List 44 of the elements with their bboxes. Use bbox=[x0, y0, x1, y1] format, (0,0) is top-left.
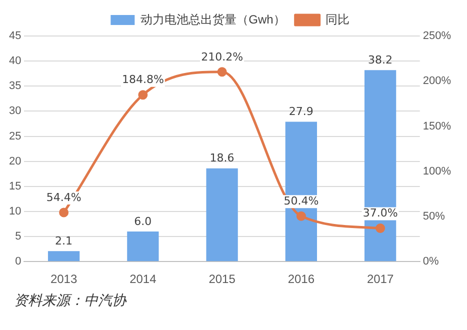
y2-tick-label: 200% bbox=[422, 75, 452, 88]
data-label: 210.2% bbox=[201, 50, 244, 64]
y-tick-label: 5 bbox=[15, 230, 22, 243]
data-label: 38.2 bbox=[368, 53, 393, 66]
legend-label: 动力电池总出货量（Gwh） bbox=[140, 12, 286, 26]
bar bbox=[206, 168, 238, 262]
bar bbox=[48, 251, 80, 262]
bar bbox=[285, 122, 317, 262]
data-label: 18.6 bbox=[210, 152, 234, 165]
x-tick-label: 2016 bbox=[288, 272, 315, 286]
data-label: 6.0 bbox=[134, 214, 152, 228]
point bbox=[59, 208, 69, 218]
y2-tick-label: 100% bbox=[422, 165, 452, 178]
bar bbox=[364, 70, 396, 262]
point bbox=[138, 90, 148, 100]
text: 资料来源：中汽协 bbox=[13, 292, 128, 310]
x-tick-label: 2013 bbox=[50, 272, 78, 286]
data-label: 54.4% bbox=[46, 190, 82, 204]
data-label: 184.8% bbox=[122, 73, 164, 86]
y-tick-label: 45 bbox=[8, 30, 22, 42]
data-label: 27.9 bbox=[288, 105, 314, 118]
x-tick-label: 2015 bbox=[208, 272, 236, 286]
bar bbox=[127, 232, 159, 262]
y2-tick-label: 250% bbox=[422, 30, 452, 42]
data-label: 50.4% bbox=[284, 194, 319, 208]
data-label: 37.0% bbox=[362, 206, 398, 220]
y2-tick-label: 0% bbox=[422, 256, 439, 268]
y-tick-label: 40 bbox=[8, 55, 22, 68]
y-tick-label: 10 bbox=[8, 206, 22, 218]
x-tick-label: 2014 bbox=[130, 272, 157, 286]
y-tick-label: 15 bbox=[8, 180, 22, 192]
y-tick-label: 35 bbox=[8, 80, 22, 92]
point bbox=[296, 211, 306, 221]
x-tick-label: 2017 bbox=[366, 272, 394, 286]
y-tick-label: 25 bbox=[8, 130, 22, 142]
y-tick-label: 30 bbox=[8, 105, 22, 118]
legend-label: 同比 bbox=[325, 12, 350, 26]
data-label: 2.1 bbox=[55, 234, 73, 248]
y-tick-label: 0 bbox=[15, 256, 22, 268]
point bbox=[376, 223, 386, 233]
point bbox=[217, 67, 227, 77]
y2-tick-label: 50% bbox=[422, 210, 446, 223]
y-tick-label: 20 bbox=[8, 155, 22, 168]
y2-tick-label: 150% bbox=[422, 120, 452, 132]
